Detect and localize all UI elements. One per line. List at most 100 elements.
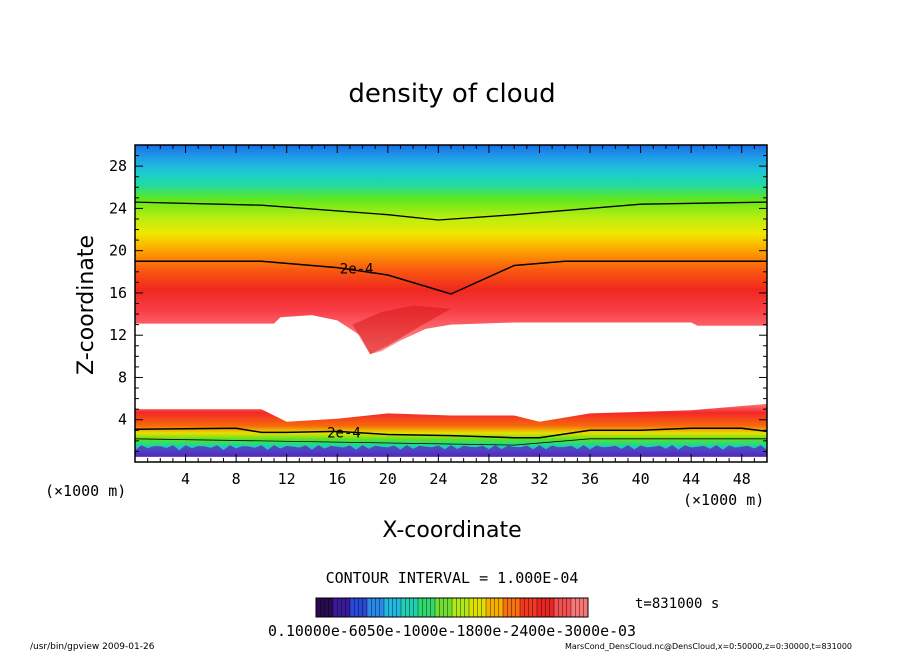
colorbar-cell [558, 598, 563, 617]
colorbar-cell [333, 598, 338, 617]
time-label: t=831000 s [635, 596, 719, 612]
colorbar-cell [341, 598, 347, 617]
x-tick-label: 16 [328, 470, 346, 488]
colorbar-cell [571, 598, 576, 617]
colorbar-cell [456, 598, 461, 617]
colorbar-cell [439, 598, 444, 617]
x-tick-label: 4 [181, 470, 190, 488]
colorbar-cell [426, 598, 432, 617]
x-tick-label: 36 [581, 470, 599, 488]
colorbar-cell [320, 598, 325, 617]
lower-cloud-base [135, 445, 767, 457]
x-tick-label: 28 [480, 470, 498, 488]
x-unit-right: (×1000 m) [683, 491, 764, 509]
colorbar-cell [379, 598, 385, 617]
upper-cloud-layer [135, 145, 767, 355]
lower-cloud-layer [135, 403, 767, 457]
colorbar-cell [473, 598, 478, 617]
colorbar-cell [562, 598, 568, 617]
colorbar-cell [520, 598, 525, 617]
colorbar-cell [401, 598, 406, 617]
svg-text:2e-4: 2e-4 [327, 425, 361, 441]
colorbar-cell [354, 598, 359, 617]
colorbar-cell [532, 598, 538, 617]
colorbar-cell [575, 598, 580, 617]
x-tick-label: 44 [682, 470, 700, 488]
colorbar-cell [405, 598, 410, 617]
colorbar-cell [345, 598, 351, 617]
colorbar-cell [316, 598, 321, 617]
colorbar-cell [392, 598, 398, 617]
colorbar-cell [494, 598, 500, 617]
colorbar-cell [324, 598, 330, 617]
colorbar-cell [384, 598, 389, 617]
footer-left: /usr/bin/gpview 2009-01-26 [30, 642, 155, 652]
y-tick-label: 20 [109, 242, 127, 260]
contour-line-2e4-upper [135, 260, 767, 295]
colorbar-cell [490, 598, 495, 617]
colorbar [315, 598, 589, 617]
y-tick-label: 12 [109, 326, 127, 344]
x-axis-ticks: 4 8 12 16 20 24 28 32 36 40 44 48 [147, 145, 755, 488]
colorbar-cell [328, 598, 334, 617]
colorbar-cell [507, 598, 512, 617]
colorbar-cell [545, 598, 551, 617]
colorbar-cell [566, 598, 572, 617]
colorbar-cell [481, 598, 487, 617]
upper-contour-line [135, 201, 767, 221]
svg-text:2e-4: 2e-4 [340, 262, 374, 278]
upper-dip-core [352, 305, 451, 355]
x-tick-label: 32 [530, 470, 548, 488]
colorbar-cell [447, 598, 453, 617]
colorbar-cell [554, 598, 559, 617]
colorbar-cell [469, 598, 474, 617]
colorbar-cell [579, 598, 585, 617]
plot-area: 2e-4 2e-4 [135, 145, 767, 457]
colorbar-cell [583, 598, 589, 617]
colorbar-cell [371, 598, 376, 617]
colorbar-cell [337, 598, 342, 617]
colorbar-cell [537, 598, 542, 617]
x-tick-label: 24 [429, 470, 447, 488]
y-axis-label: Z-coordinate [74, 235, 99, 375]
colorbar-labels: 0.10000e-6050e-1000e-1800e-2400e-3000e-0… [268, 622, 636, 640]
colorbar-cell [375, 598, 381, 617]
colorbar-cell [388, 598, 393, 617]
colorbar-cell [477, 598, 483, 617]
chart-title: density of cloud [348, 79, 555, 109]
colorbar-cell [418, 598, 423, 617]
colorbar-cell [498, 598, 504, 617]
contour-label-upper: 2e-4 [340, 262, 374, 278]
colorbar-cell [486, 598, 491, 617]
colorbar-cell [358, 598, 364, 617]
y-tick-label: 8 [118, 368, 127, 386]
x-tick-label: 8 [232, 470, 241, 488]
colorbar-cell [528, 598, 534, 617]
colorbar-cell [541, 598, 546, 617]
colorbar-cell [422, 598, 427, 617]
colorbar-cell [409, 598, 415, 617]
x-axis-label: X-coordinate [382, 518, 521, 543]
x-tick-label: 48 [733, 470, 751, 488]
colorbar-cell [503, 598, 508, 617]
contour-label-lower: 2e-4 [327, 425, 361, 441]
colorbar-cell [396, 598, 402, 617]
colorbar-cell [549, 598, 555, 617]
colorbar-frame [315, 597, 589, 618]
footer-right: MarsCond_DensCloud.nc@DensCloud,x=0:5000… [564, 642, 852, 651]
contour-interval: CONTOUR INTERVAL = 1.000E-04 [326, 569, 579, 587]
colorbar-cell [460, 598, 466, 617]
colorbar-cell [367, 598, 372, 617]
x-tick-label: 20 [379, 470, 397, 488]
x-unit-left: (×1000 m) [45, 482, 126, 500]
x-tick-label: 40 [632, 470, 650, 488]
x-tick-label: 12 [278, 470, 296, 488]
colorbar-cell [430, 598, 436, 617]
colorbar-cell [350, 598, 355, 617]
y-tick-label: 28 [109, 157, 127, 175]
colorbar-cell [452, 598, 457, 617]
colorbar-cell [524, 598, 529, 617]
colorbar-cell [443, 598, 449, 617]
colorbar-cell [464, 598, 470, 617]
